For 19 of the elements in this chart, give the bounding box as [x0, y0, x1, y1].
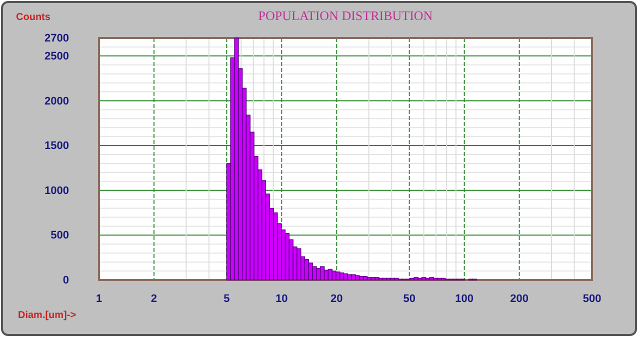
x-tick-label: 2	[150, 292, 158, 305]
y-tick-label: 2000	[44, 95, 69, 108]
x-tick-label: 500	[582, 292, 602, 305]
x-tick-label: 10	[276, 292, 288, 305]
y-axis-title: Counts	[16, 12, 51, 23]
x-tick-label: 20	[330, 292, 343, 305]
y-tick-label: 2500	[44, 50, 69, 62]
y-tick-label: 2700	[44, 32, 69, 45]
y-tick-label: 1000	[44, 184, 69, 197]
x-tick-label: 50	[403, 292, 416, 305]
y-tick-label: 500	[50, 230, 69, 242]
x-tick-label: 200	[510, 292, 528, 305]
y-tick-label: 1500	[44, 140, 69, 152]
y-tick-label: 0	[62, 274, 69, 287]
x-tick-label: 5	[224, 292, 230, 305]
x-tick-label: 1	[96, 292, 102, 305]
chart-title: POPULATION DISTRIBUTION	[258, 8, 434, 23]
x-axis-title: Diam.[um]->	[18, 310, 76, 321]
x-tick-label: 100	[455, 292, 474, 305]
